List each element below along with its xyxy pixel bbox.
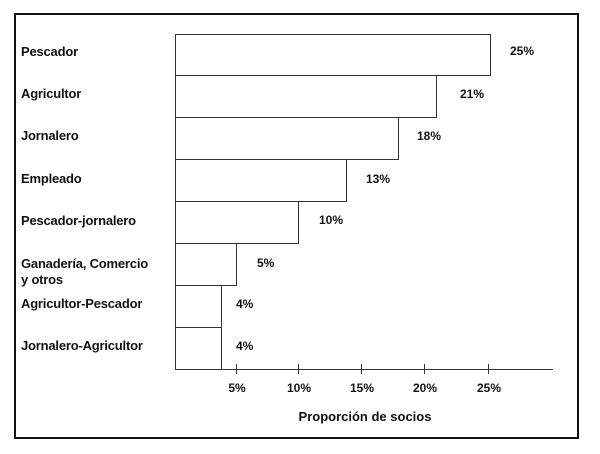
category-label-jornalero-agricultor: Jornalero-Agricultor xyxy=(21,338,143,353)
category-label-pescador-jornalero: Pescador-jornalero xyxy=(21,213,136,228)
value-label-ganaderia-comercio: 5% xyxy=(257,256,275,270)
category-label-agricultor: Agricultor xyxy=(21,86,82,101)
value-label-jornalero: 18% xyxy=(417,129,442,143)
category-label-jornalero: Jornalero xyxy=(21,128,79,143)
bar-jornalero xyxy=(175,117,399,160)
x-tick-10 xyxy=(298,364,299,374)
chart-frame xyxy=(14,13,579,439)
bar-pescador-jornalero xyxy=(175,201,299,244)
y-axis-line xyxy=(175,34,176,370)
x-axis-title: Proporción de socios xyxy=(298,409,432,424)
bar-ganaderia-comercio xyxy=(175,243,237,286)
x-axis-line xyxy=(175,369,553,370)
category-label-agricultor-pescador: Agricultor-Pescador xyxy=(21,296,143,311)
x-tick-20 xyxy=(424,364,425,374)
value-label-pescador: 25% xyxy=(510,44,535,58)
x-tick-label-15: 15% xyxy=(349,381,375,395)
value-label-empleado: 13% xyxy=(366,172,391,186)
category-label-line1: Ganadería, Comercio xyxy=(21,256,148,271)
value-label-pescador-jornalero: 10% xyxy=(319,213,344,227)
bar-jornalero-agricultor xyxy=(175,327,222,370)
bar-empleado xyxy=(175,159,347,202)
x-tick-label-25: 25% xyxy=(476,381,502,395)
category-label-line2: y otros xyxy=(21,272,63,287)
value-label-jornalero-agricultor: 4% xyxy=(236,339,254,353)
x-tick-5 xyxy=(236,364,237,374)
value-label-agricultor: 21% xyxy=(460,87,485,101)
category-label-empleado: Empleado xyxy=(21,171,82,186)
x-tick-label-5: 5% xyxy=(228,381,246,395)
category-label-pescador: Pescador xyxy=(21,44,78,59)
bar-agricultor xyxy=(175,75,437,118)
value-label-agricultor-pescador: 4% xyxy=(236,297,254,311)
bar-agricultor-pescador xyxy=(175,285,222,328)
x-tick-label-10: 10% xyxy=(286,381,312,395)
x-tick-label-20: 20% xyxy=(412,381,438,395)
category-label-ganaderia-comercio: Ganadería, Comercio y otros xyxy=(21,256,148,288)
x-tick-25 xyxy=(488,364,489,374)
x-tick-15 xyxy=(361,364,362,374)
bar-pescador xyxy=(175,34,491,76)
